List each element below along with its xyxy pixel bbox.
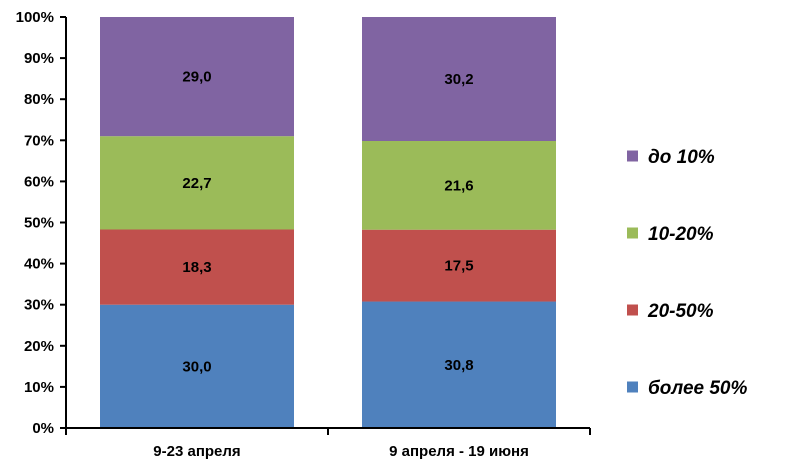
data-label-более-50-1: 30,0 (182, 358, 211, 375)
y-tick-label: 70% (24, 132, 54, 149)
data-label-20-50-1: 18,3 (182, 259, 211, 276)
legend-swatch-до-10 (627, 150, 638, 162)
legend: до 10% 10-20% 20-50% более 50% (627, 147, 747, 399)
data-label-10-20-1: 22,7 (182, 175, 211, 192)
y-tick-label: 90% (24, 50, 54, 67)
legend-label-до-10: до 10% (648, 147, 715, 168)
bar-10-20-1 (100, 136, 294, 230)
y-tick-label: 50% (24, 215, 54, 232)
data-label-до-10-2: 30,2 (444, 71, 473, 88)
y-tick-label: 100% (16, 9, 54, 26)
legend-swatch-более-50 (627, 381, 638, 393)
axes-layer: 0% 10% 20% 30% 40% 50% 60% 70% 80% 90% 100% 9-23 ап… (16, 9, 591, 460)
y-tick-label: 80% (24, 91, 54, 108)
y-tick-label: 40% (24, 256, 54, 273)
y-tick-label: 20% (24, 338, 54, 355)
data-label-до-10-1: 29,0 (182, 69, 211, 86)
legend-swatch-20-50 (627, 304, 638, 316)
bar-до-10-1 (100, 17, 294, 137)
y-tick-label: 60% (24, 173, 54, 190)
y-tick-label: 30% (24, 297, 54, 314)
bar-более-50-2 (362, 301, 556, 428)
bar-10-20-2 (362, 140, 556, 230)
y-tick-label: 10% (24, 379, 54, 396)
bar-более-50-1 (100, 304, 294, 428)
legend-swatch-10-20 (627, 227, 638, 239)
bar-до-10-2 (362, 17, 556, 141)
x-tick-label: 9 апреля - 19 июня (389, 443, 529, 460)
legend-label-более-50: более 50% (648, 378, 747, 399)
x-tick-label: 9-23 апреля (153, 443, 240, 460)
y-tick-label: 0% (32, 420, 54, 437)
data-labels-layer: 30,0 18,3 22,7 29,0 30,8 17,5 21,6 30,2 (182, 69, 473, 376)
bar-20-50-2 (362, 229, 556, 302)
data-label-более-50-2: 30,8 (444, 357, 473, 374)
legend-label-10-20: 10-20% (648, 224, 714, 245)
bar-20-50-1 (100, 229, 294, 305)
data-label-20-50-2: 17,5 (444, 258, 473, 275)
bars-layer (100, 17, 556, 428)
data-label-10-20-2: 21,6 (444, 177, 473, 194)
legend-label-20-50: 20-50% (647, 301, 714, 322)
